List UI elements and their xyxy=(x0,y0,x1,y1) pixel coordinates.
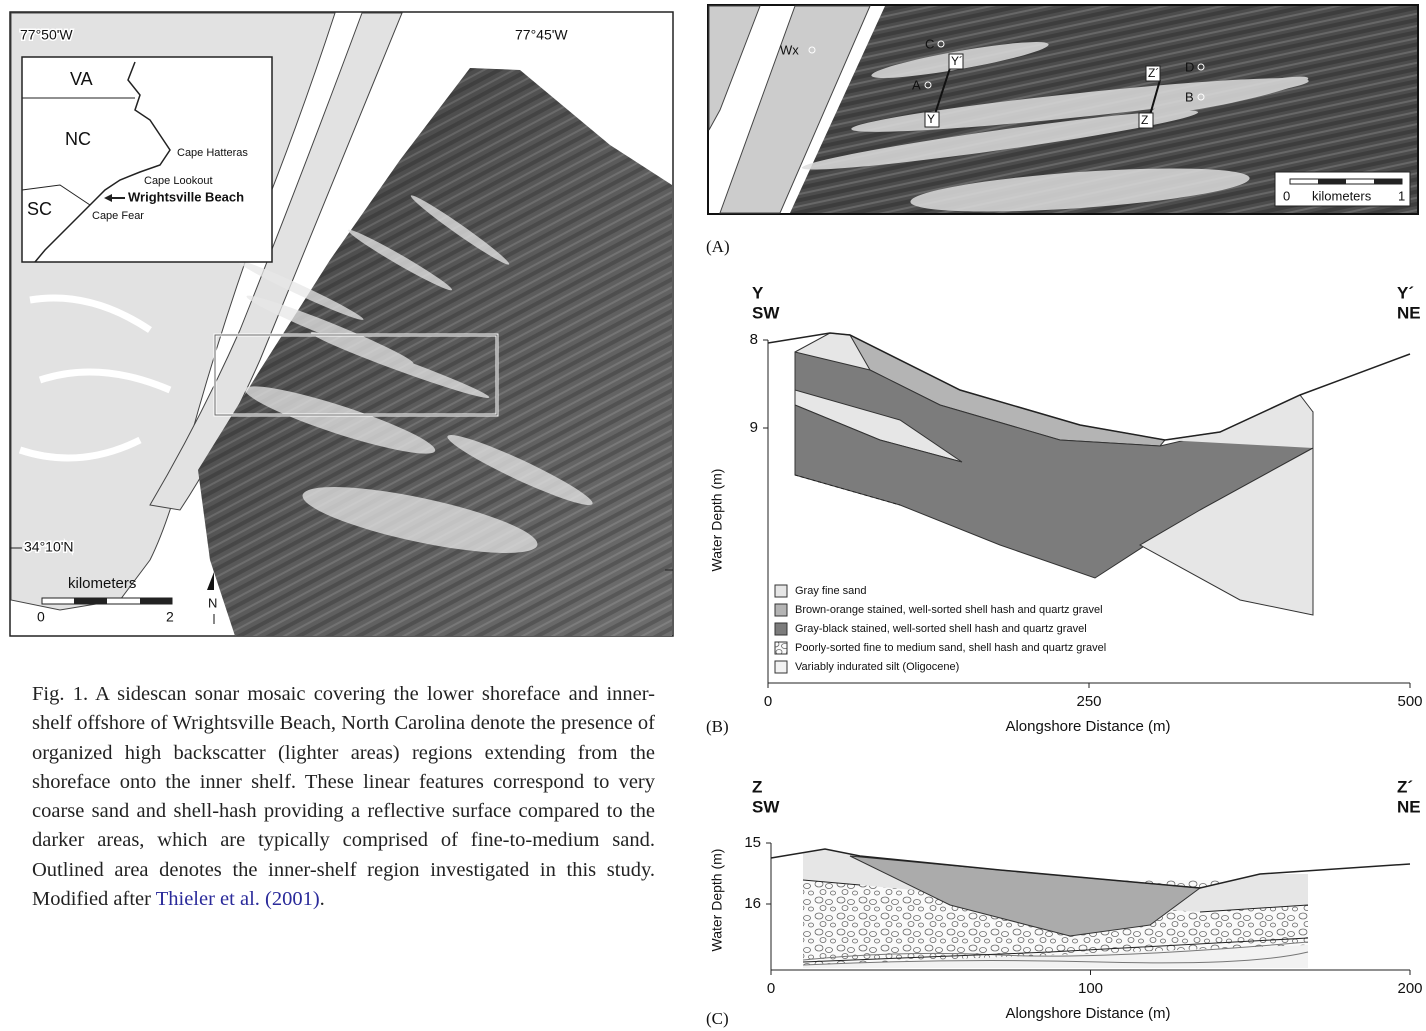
map-panel xyxy=(10,12,673,636)
scale-label: 0 xyxy=(37,609,45,625)
caption: Fig. 1. A sidescan sonar mosaic covering… xyxy=(32,680,655,914)
profile-end-label: Z xyxy=(1141,113,1148,127)
longitude-label: 77°45'W xyxy=(515,27,568,43)
legend-swatch xyxy=(775,585,787,597)
state-label: VA xyxy=(70,69,93,89)
site-label: D xyxy=(1185,59,1194,74)
legend-label: Gray-black stained, well-sorted shell ha… xyxy=(795,623,1087,635)
legend-label: Brown-orange stained, well-sorted shell … xyxy=(795,604,1103,616)
place-label: Wrightsville Beach xyxy=(128,189,244,204)
scale-label: 0 xyxy=(1283,188,1290,203)
place-label: Cape Hatteras xyxy=(177,147,248,159)
profile-end-label: Z xyxy=(752,777,762,796)
scale-label: 1 xyxy=(1398,188,1405,203)
x-axis-label: Alongshore Distance (m) xyxy=(1005,1005,1170,1022)
profile-end-label: Y´ xyxy=(951,54,963,68)
scale-bar-segment xyxy=(140,598,172,604)
y-axis-label: Water Depth (m) xyxy=(709,469,725,572)
scale-title: kilometers xyxy=(1312,188,1372,203)
legend-label: Variably indurated silt (Oligocene) xyxy=(795,661,959,673)
scale-bar-segment xyxy=(1374,179,1402,184)
panel-c xyxy=(771,843,1410,970)
direction-label: NE xyxy=(1397,797,1421,816)
x-tick-label: 0 xyxy=(764,693,772,710)
x-tick-label: 0 xyxy=(767,980,775,997)
profile-end-label: Z´ xyxy=(1397,777,1413,796)
y-axis-label: Water Depth (m) xyxy=(709,849,725,952)
scale-label: 2 xyxy=(166,609,174,625)
direction-label: SW xyxy=(752,797,780,816)
panel-label: (A) xyxy=(706,237,730,256)
place-label: Cape Lookout xyxy=(144,175,213,187)
state-label: NC xyxy=(65,129,91,149)
latitude-label: 34°10'N xyxy=(24,539,74,555)
x-tick-label: 200 xyxy=(1397,980,1422,997)
site-label: Wx xyxy=(780,42,799,57)
legend-swatch xyxy=(775,661,787,673)
scale-bar-segment xyxy=(74,598,107,604)
legend-label: Poorly-sorted fine to medium sand, shell… xyxy=(795,642,1106,654)
site-label: C xyxy=(925,36,934,51)
site-label: B xyxy=(1185,89,1194,104)
page: {"map": {"lon_west": "77°50'W", "lon_eas… xyxy=(0,0,1426,1031)
y-tick-label: 16 xyxy=(744,895,761,912)
x-axis-label: Alongshore Distance (m) xyxy=(1005,718,1170,735)
x-tick-label: 100 xyxy=(1078,980,1103,997)
profile-end-label: Y xyxy=(927,112,935,126)
y-tick-label: 8 xyxy=(750,331,758,348)
citation-link[interactable]: Thieler et al. (2001) xyxy=(156,888,320,910)
scale-title: kilometers xyxy=(68,575,136,592)
caption-text: Fig. 1. A sidescan sonar mosaic covering… xyxy=(32,683,655,910)
x-tick-label: 250 xyxy=(1076,693,1101,710)
scale-bar-segment xyxy=(1318,179,1346,184)
direction-label: SW xyxy=(752,303,780,322)
profile-end-label: Y xyxy=(752,283,764,302)
legend-swatch xyxy=(775,623,787,635)
y-tick-label: 9 xyxy=(750,419,758,436)
panel-label: (B) xyxy=(706,717,729,736)
north-label: N xyxy=(208,595,217,610)
caption-end: . xyxy=(320,888,325,910)
direction-label: NE xyxy=(1397,303,1421,322)
profile-end-label: Y´ xyxy=(1397,283,1414,302)
x-tick-label: 500 xyxy=(1397,693,1422,710)
legend-label: Gray fine sand xyxy=(795,585,867,597)
profile-end-label: Z´ xyxy=(1148,66,1159,80)
legend-swatch xyxy=(775,642,787,654)
state-label: SC xyxy=(27,199,52,219)
y-tick-label: 15 xyxy=(744,834,761,851)
legend-swatch xyxy=(775,604,787,616)
inset-frame xyxy=(22,57,272,262)
panel-label: (C) xyxy=(706,1009,729,1028)
place-label: Cape Fear xyxy=(92,210,144,222)
longitude-label: 77°50'W xyxy=(20,27,73,43)
site-label: A xyxy=(912,77,921,92)
